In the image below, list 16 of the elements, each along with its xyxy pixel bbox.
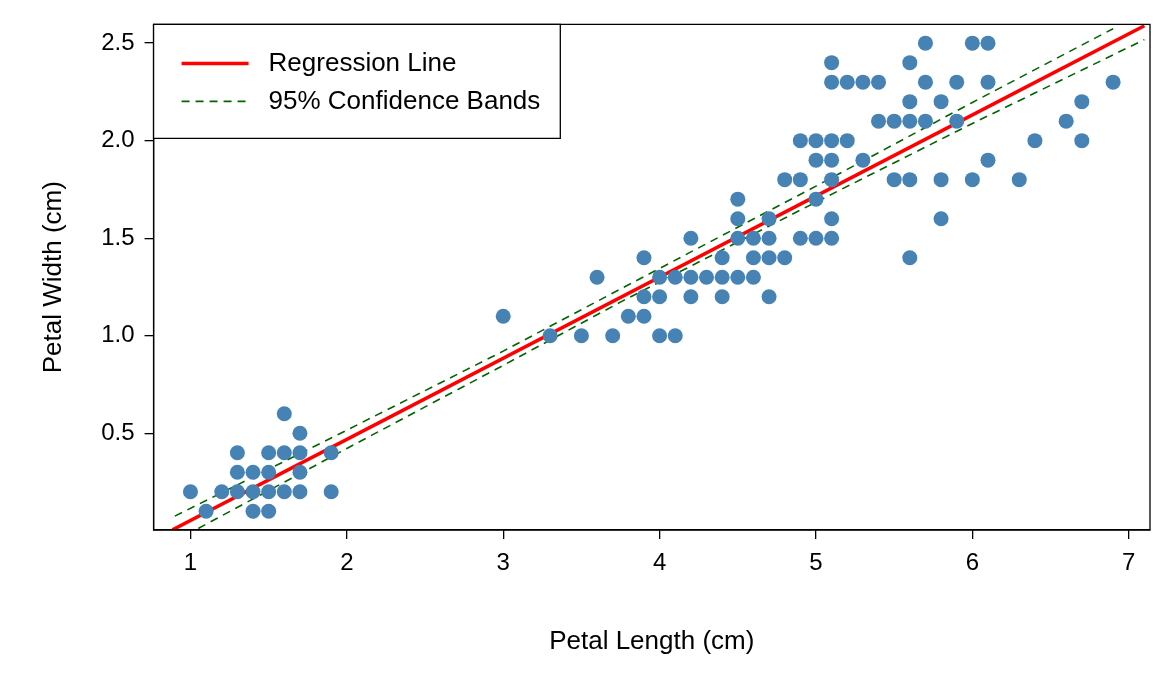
y-tick-label: 2.5 bbox=[101, 27, 135, 55]
x-tick-label: 4 bbox=[652, 548, 667, 576]
legend-label: Regression Line bbox=[268, 46, 457, 77]
x-tick-label: 2 bbox=[340, 548, 354, 576]
x-tick-label: 3 bbox=[496, 548, 510, 576]
x-axis-title: Petal Length (cm) bbox=[549, 624, 755, 655]
y-tick-label: 0.5 bbox=[101, 417, 135, 445]
x-tick-label: 5 bbox=[809, 548, 823, 576]
legend-label: 95% Confidence Bands bbox=[268, 84, 541, 115]
x-tick-label: 6 bbox=[965, 548, 980, 576]
y-axis-title: Petal Width (cm) bbox=[36, 181, 67, 374]
x-tick-label: 7 bbox=[1122, 548, 1136, 576]
y-tick-label: 1.5 bbox=[101, 222, 135, 250]
y-tick-label: 2.0 bbox=[101, 125, 135, 153]
y-tick-label: 1.0 bbox=[101, 320, 135, 348]
x-tick-label: 1 bbox=[183, 548, 198, 576]
